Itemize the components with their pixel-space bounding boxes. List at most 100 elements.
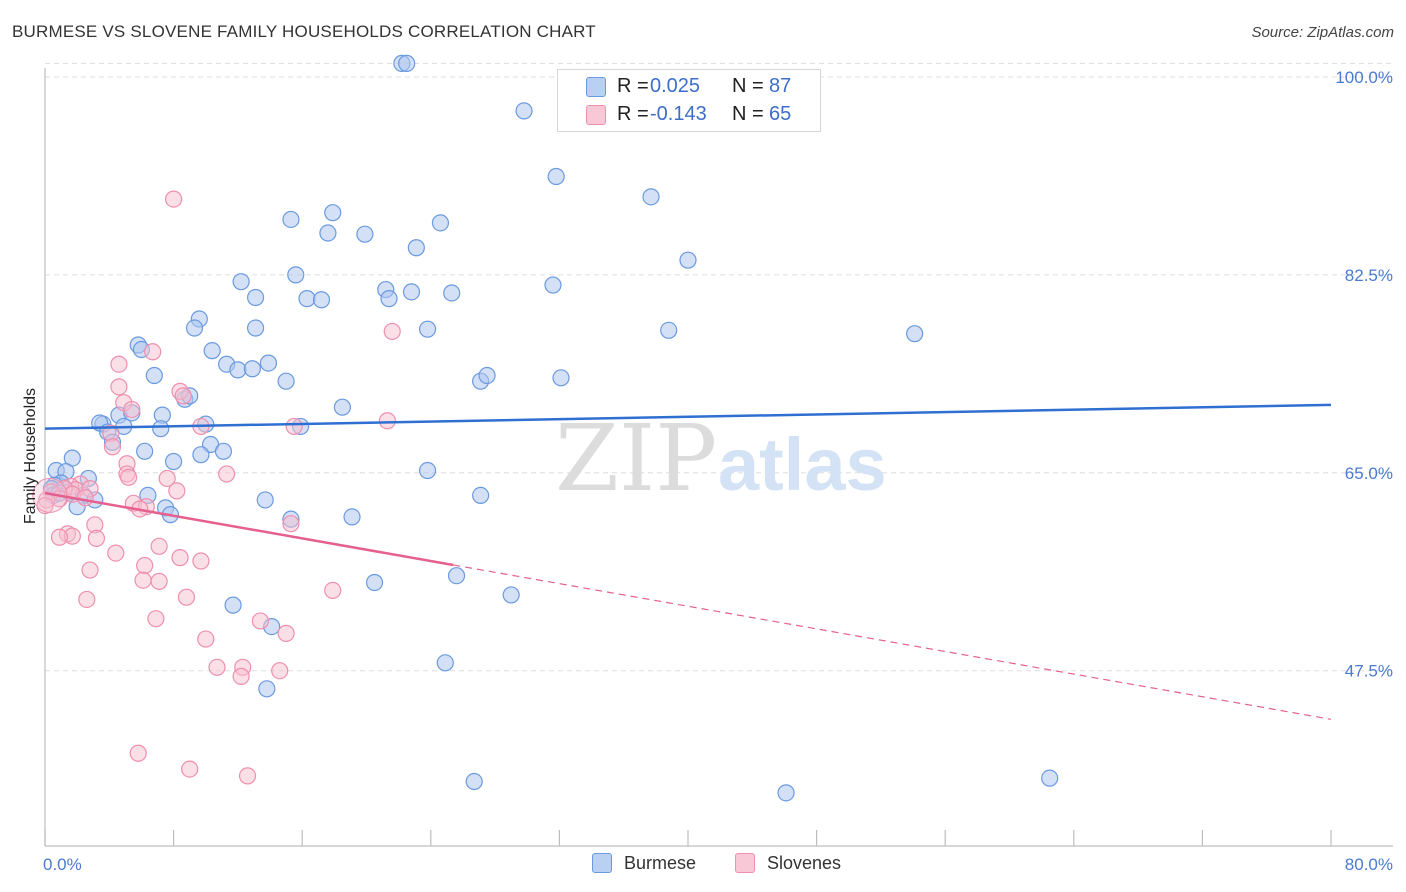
burmese-point — [312, 291, 331, 309]
slovene-point — [76, 489, 94, 507]
slovene-point — [282, 515, 300, 533]
slovene-point — [103, 438, 122, 456]
burmese-trend-line — [44, 403, 1332, 430]
slovene-point — [110, 378, 128, 396]
y-tick-label: 65.0% — [1345, 464, 1393, 483]
burmese-point — [777, 784, 795, 802]
axes — [44, 68, 1393, 847]
burmese-point — [418, 461, 437, 480]
burmese-point — [277, 372, 295, 390]
slovene-point — [134, 571, 152, 589]
slovene-point — [158, 469, 176, 488]
burmese-point — [343, 508, 361, 526]
slovene-point — [218, 465, 236, 483]
burmese-point — [906, 325, 924, 343]
slovene-point — [50, 528, 69, 546]
slovene-point — [144, 343, 162, 361]
y-tick-labels: 47.5% 65.0% 82.5% 100.0% — [1335, 68, 1393, 681]
burmese-point — [465, 772, 483, 791]
burmese-point — [356, 225, 374, 243]
slovene-point — [107, 544, 125, 562]
burmese-point — [443, 284, 461, 302]
slovene-point — [168, 482, 186, 500]
slovene-trend-line-extension — [453, 564, 1332, 720]
burmese-point — [418, 320, 437, 338]
slovene-point — [110, 355, 128, 373]
slovene-point — [129, 744, 147, 762]
burmese-point — [365, 573, 384, 592]
legend-r-value: -0.143 — [650, 103, 707, 125]
slovene-point — [208, 658, 226, 676]
slovene-point — [123, 400, 141, 419]
burmese-point — [152, 420, 170, 438]
slovene-point — [192, 552, 210, 570]
slovene-point — [119, 468, 138, 486]
burmese-point — [259, 354, 278, 372]
chart-title: BURMESE VS SLOVENE FAMILY HOUSEHOLDS COR… — [12, 22, 596, 41]
slovene-point — [251, 612, 270, 630]
burmese-point — [258, 680, 276, 698]
burmese-point — [282, 210, 300, 229]
burmese-point — [1041, 769, 1059, 787]
y-axis-label: Family Households — [22, 388, 39, 524]
burmese-point — [380, 290, 398, 308]
slovene-point — [197, 630, 215, 648]
burmese-point — [224, 596, 242, 614]
burmese-point — [256, 491, 274, 509]
burmese-point — [232, 273, 250, 291]
legend-n-label: N = — [732, 75, 764, 97]
burmese-point — [431, 214, 450, 232]
burmese-point — [246, 288, 265, 307]
slovene-point — [165, 190, 183, 208]
slovene-trend-line — [44, 491, 454, 567]
slovene-point — [277, 624, 295, 642]
legend-r-value: 0.025 — [650, 75, 701, 97]
legend-r-label: R = — [617, 75, 649, 97]
slovene-point — [87, 529, 106, 547]
slovene-point — [150, 572, 168, 590]
slovene-point — [171, 549, 189, 567]
legend-r-label: R = — [617, 103, 649, 125]
y-tick-label: 47.5% — [1345, 662, 1393, 681]
burmese-legend-swatch — [592, 853, 612, 873]
burmese-point — [136, 442, 154, 460]
slovene-point — [324, 581, 342, 600]
slovene-point — [271, 662, 289, 680]
slovene-point — [174, 387, 192, 405]
legend-label-slovenes: Slovenes — [767, 853, 842, 873]
burmese-point — [319, 224, 337, 242]
legend-row-slovenes: R = -0.143 N = 65 — [558, 101, 820, 127]
watermark-zip: ZIP — [555, 405, 717, 512]
legend-n-value: 87 — [769, 75, 792, 97]
burmese-point — [402, 283, 421, 301]
burmese-point — [478, 366, 496, 385]
slovene-point — [150, 537, 168, 555]
burmese-point — [333, 398, 351, 416]
slovene-cluster-point — [32, 477, 68, 513]
slovene-point — [378, 412, 396, 430]
x-tick-labels: 0.0% 80.0% — [43, 855, 1393, 874]
burmese-point — [679, 251, 697, 269]
watermark-atlas: atlas — [718, 423, 887, 506]
slovene-point — [238, 767, 257, 785]
slovene-swatch — [586, 105, 606, 125]
burmese-point — [398, 54, 416, 72]
burmese-point — [192, 446, 210, 464]
burmese-point — [324, 204, 342, 222]
x-tick-label: 0.0% — [43, 855, 82, 874]
burmese-point — [203, 342, 221, 360]
slovene-point — [383, 322, 401, 341]
legend-n-value: 65 — [769, 103, 792, 125]
burmese-point — [436, 654, 454, 672]
slovene-point — [181, 760, 199, 778]
burmese-swatch — [586, 77, 606, 97]
burmese-point — [502, 586, 520, 604]
burmese-point — [145, 366, 163, 385]
source-label: Source: ZipAtlas.com — [1251, 24, 1394, 41]
burmese-point — [660, 321, 678, 339]
slovene-point — [78, 590, 96, 609]
burmese-point — [229, 361, 247, 379]
slovene-point — [136, 556, 154, 575]
trend-lines — [44, 403, 1332, 720]
